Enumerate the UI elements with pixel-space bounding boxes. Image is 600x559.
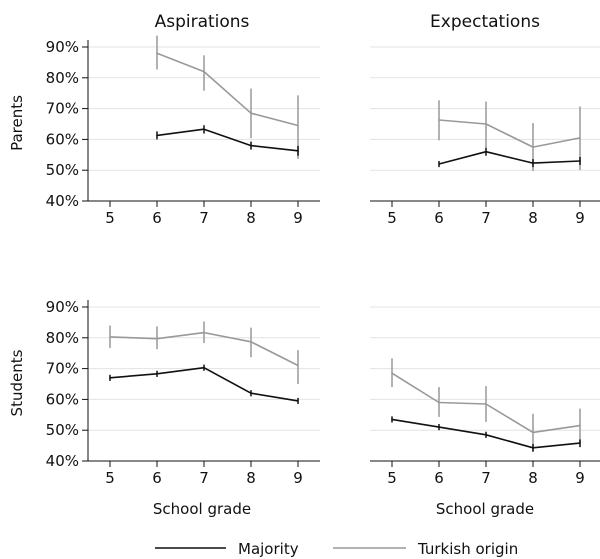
data-point-majority	[297, 149, 299, 152]
legend-label-turkish-origin: Turkish origin	[417, 540, 518, 558]
y-tick-label: 70%	[46, 100, 79, 118]
y-tick-label: 60%	[46, 390, 79, 408]
legend: Majority Turkish origin	[155, 540, 518, 558]
x-tick-label: 8	[246, 209, 256, 227]
y-tick-label: 50%	[46, 421, 79, 439]
x-tick-label: 9	[293, 469, 303, 487]
x-tick-label: 7	[481, 209, 491, 227]
x-tick-label: 8	[528, 469, 538, 487]
data-point-majority	[203, 366, 205, 369]
data-point-turkish-origin	[438, 401, 440, 404]
x-tick-label: 9	[575, 209, 585, 227]
series-line-majority	[109, 366, 299, 402]
data-point-majority	[485, 150, 487, 153]
series-line-turkish-origin	[156, 52, 299, 127]
y-tick-label: 40%	[46, 452, 79, 470]
data-point-turkish-origin	[438, 119, 440, 121]
x-tick-label: 7	[481, 469, 491, 487]
series-turkish-origin	[156, 35, 299, 159]
data-point-turkish-origin	[485, 403, 487, 405]
data-point-turkish-origin	[391, 372, 393, 375]
x-tick-label: 6	[152, 209, 162, 227]
data-point-turkish-origin	[532, 146, 534, 148]
data-point-majority	[250, 144, 252, 147]
series-turkish-origin	[438, 100, 581, 172]
data-point-majority	[156, 373, 158, 375]
y-tick-label: 40%	[46, 192, 79, 210]
series-line-turkish-origin	[438, 119, 581, 148]
data-point-turkish-origin	[579, 137, 581, 139]
y-tick-label: 90%	[46, 298, 79, 316]
data-point-majority	[438, 163, 440, 165]
x-tick-label: 7	[199, 469, 209, 487]
series-turkish-origin	[109, 321, 299, 384]
data-point-majority	[156, 134, 158, 137]
x-tick-label: 5	[105, 469, 115, 487]
series-majority	[156, 125, 299, 156]
y-tick-label: 80%	[46, 329, 79, 347]
x-tick-label: 5	[387, 469, 397, 487]
data-point-turkish-origin	[250, 341, 252, 343]
data-point-turkish-origin	[203, 331, 205, 334]
data-point-turkish-origin	[250, 112, 252, 115]
series-line-majority	[438, 150, 581, 165]
x-tick-label: 5	[387, 209, 397, 227]
y-tick-label: 60%	[46, 130, 79, 148]
x-axis-title-right: School grade	[436, 500, 534, 518]
data-point-majority	[532, 446, 534, 449]
x-axis-title-left: School grade	[153, 500, 251, 518]
x-tick-label: 7	[199, 209, 209, 227]
column-title-aspirations: Aspirations	[155, 12, 250, 32]
panel-parents-expectations: 5 6 7 8 9	[370, 46, 600, 227]
data-point-turkish-origin	[203, 70, 205, 73]
data-point-majority	[438, 426, 440, 428]
data-point-turkish-origin	[485, 123, 487, 125]
column-title-expectations: Expectations	[430, 12, 540, 32]
data-point-majority	[485, 434, 487, 436]
row-label-students: Students	[8, 349, 26, 416]
data-point-majority	[532, 162, 534, 164]
x-tick-label: 5	[105, 209, 115, 227]
x-tick-label: 6	[152, 469, 162, 487]
data-point-majority	[109, 377, 111, 379]
panel-students-expectations: 5 6 7 8 9	[370, 306, 600, 487]
data-point-turkish-origin	[156, 52, 158, 54]
data-point-turkish-origin	[297, 364, 299, 367]
panels: 40% 50% 60% 70% 80% 90% 5 6 7 8 9 5 6 7 8 9 40% 50% 60% 70%…	[46, 35, 600, 487]
series-majority	[438, 147, 581, 168]
data-point-majority	[203, 128, 205, 131]
panel-students-aspirations: 40% 50% 60% 70% 80% 90% 5 6 7 8 9	[46, 298, 320, 487]
series-line-majority	[156, 128, 299, 152]
data-point-majority	[391, 418, 393, 421]
y-tick-label: 70%	[46, 360, 79, 378]
y-tick-label: 80%	[46, 69, 79, 87]
data-point-majority	[579, 160, 581, 162]
y-tick-label: 50%	[46, 161, 79, 179]
data-point-turkish-origin	[109, 336, 111, 338]
x-tick-label: 8	[528, 209, 538, 227]
x-tick-label: 9	[293, 209, 303, 227]
data-point-majority	[297, 400, 299, 402]
data-point-turkish-origin	[579, 424, 581, 427]
panel-parents-aspirations: 40% 50% 60% 70% 80% 90% 5 6 7 8 9	[46, 35, 320, 227]
data-point-turkish-origin	[156, 337, 158, 340]
data-point-turkish-origin	[297, 124, 299, 127]
legend-label-majority: Majority	[238, 540, 299, 558]
data-point-majority	[579, 442, 581, 444]
x-tick-label: 6	[434, 469, 444, 487]
x-tick-label: 8	[246, 469, 256, 487]
series-majority	[391, 416, 581, 452]
data-point-majority	[250, 392, 252, 395]
y-tick-label: 90%	[46, 38, 79, 56]
x-tick-label: 9	[575, 469, 585, 487]
series-majority	[109, 364, 299, 405]
x-tick-label: 6	[434, 209, 444, 227]
data-point-turkish-origin	[532, 431, 534, 434]
row-label-parents: Parents	[8, 95, 26, 151]
